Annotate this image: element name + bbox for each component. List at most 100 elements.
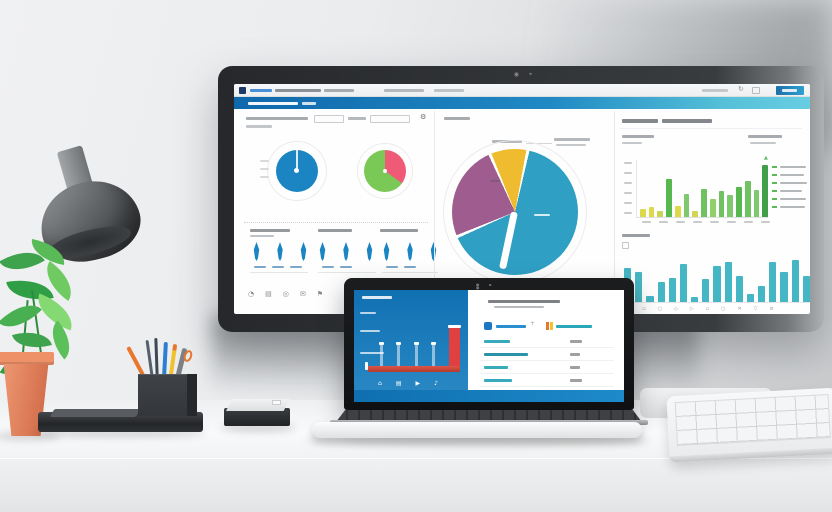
funnel-label: [254, 266, 266, 268]
header-icon[interactable]: [732, 112, 736, 116]
slice-label: [490, 180, 500, 182]
funnel-baseline: [250, 272, 308, 273]
webcam-icon: ◉ ⌖: [513, 71, 537, 78]
table-row-value: [570, 379, 582, 382]
funnel-group[interactable]: [252, 242, 308, 261]
filter-label: [348, 117, 366, 120]
bar: [640, 209, 646, 217]
laptop-keyboard-deck[interactable]: [336, 410, 642, 422]
legend-plus-icon[interactable]: +: [530, 320, 536, 327]
pen-holder-side: [187, 374, 197, 416]
icon[interactable]: ▫: [642, 306, 658, 312]
icon[interactable]: ⚑: [316, 290, 334, 298]
table-divider: [480, 360, 614, 361]
laptop-bar-chart[interactable]: [379, 325, 461, 368]
keyboard-keys[interactable]: [674, 394, 831, 447]
legend-blue-label[interactable]: [496, 325, 526, 328]
chart-footer-icons[interactable]: ✓▫○◇▷▫○✕▽≡: [626, 306, 786, 312]
icon[interactable]: ▤: [395, 380, 416, 387]
bar: [657, 210, 664, 217]
laptop-camera-dots: ● ▪ ●: [476, 282, 496, 290]
icon[interactable]: ▷: [689, 306, 706, 312]
icon[interactable]: ▤: [265, 290, 283, 298]
icon[interactable]: ≡: [769, 306, 786, 312]
icon[interactable]: ▽: [753, 306, 770, 312]
icon[interactable]: ♪: [434, 380, 452, 387]
toolbar-status-text: [702, 89, 728, 92]
funnel-drop-icon: [366, 242, 373, 261]
gear-icon[interactable]: ⚙: [420, 113, 427, 121]
funnel-drop-icon: [319, 242, 326, 261]
laptop-taskbar[interactable]: [354, 390, 624, 402]
icon[interactable]: ▫: [705, 306, 722, 312]
header-icon[interactable]: [760, 112, 764, 116]
extension-icon[interactable]: [752, 87, 760, 94]
panel-divider: [434, 111, 435, 311]
legend-text: [780, 206, 805, 208]
icon[interactable]: ✉: [299, 290, 317, 298]
bar: [657, 282, 665, 302]
bar-chart-green[interactable]: [640, 160, 769, 217]
icon[interactable]: ✕: [737, 306, 754, 312]
laptop-dock-icons[interactable]: ⌂▤▶♪: [378, 380, 452, 387]
external-keyboard[interactable]: [666, 387, 832, 463]
detail-subtitle: [494, 306, 544, 308]
x-axis-label: [710, 221, 719, 223]
dashboard-footer-icons[interactable]: ◔▤◎✉⚑: [248, 290, 334, 298]
icon[interactable]: ◔: [248, 290, 266, 298]
desk-tray-top: [49, 409, 141, 417]
panel-title: [662, 119, 712, 123]
funnel-drop-icon: [277, 242, 283, 261]
x-axis-label: [642, 221, 651, 223]
legend-text: [780, 190, 802, 192]
legend-swatch: [772, 166, 777, 168]
table-row-label[interactable]: [484, 379, 512, 382]
table-row-label[interactable]: [484, 340, 510, 343]
legend-orange-icon[interactable]: [546, 322, 549, 330]
legend-blue-icon[interactable]: [484, 322, 492, 330]
x-axis-label: [693, 221, 702, 223]
url-text[interactable]: [275, 89, 321, 92]
bar: [713, 266, 721, 302]
browser-action-button[interactable]: [776, 86, 804, 95]
header-icon[interactable]: [774, 112, 778, 116]
detail-title: [488, 300, 560, 303]
bar: [448, 325, 461, 368]
bar: [413, 341, 419, 368]
icon[interactable]: ▶: [415, 380, 435, 387]
url-text-segment[interactable]: [250, 89, 272, 92]
table-divider: [480, 347, 614, 348]
table-divider: [480, 386, 614, 387]
legend-orange-label[interactable]: [556, 325, 592, 328]
portable-drive: [224, 408, 290, 426]
legend-yellow-icon[interactable]: [550, 322, 553, 330]
bar: [679, 264, 688, 302]
axis-label: [360, 312, 376, 314]
reload-icon[interactable]: ↻: [738, 85, 744, 93]
pie-hub: [383, 169, 387, 173]
url-text[interactable]: [324, 89, 354, 92]
legend-swatch: [772, 182, 777, 184]
legend-text: [780, 174, 804, 176]
table-row-label[interactable]: [484, 366, 508, 369]
chart2-icon[interactable]: [622, 242, 629, 249]
filter-dropdown[interactable]: [314, 115, 344, 123]
bar-chart-teal[interactable]: [624, 252, 810, 302]
filter-dropdown[interactable]: [370, 115, 410, 123]
header-icon[interactable]: [746, 112, 750, 116]
icon[interactable]: ○: [721, 306, 738, 312]
icon[interactable]: ○: [657, 306, 674, 312]
icon[interactable]: ◎: [282, 290, 300, 298]
bar: [666, 179, 672, 217]
toolbar-text: [434, 89, 464, 92]
header-icons[interactable]: [722, 101, 792, 120]
table-row-label[interactable]: [484, 353, 528, 356]
y-axis-label: [624, 192, 632, 194]
funnel-group[interactable]: [318, 242, 374, 261]
axis-label: [360, 352, 384, 354]
icon[interactable]: ◇: [673, 306, 690, 312]
toolbar-text: [384, 89, 424, 92]
funnel-group[interactable]: [382, 242, 438, 261]
header-icon[interactable]: [788, 112, 792, 116]
icon[interactable]: ⌂: [378, 380, 396, 387]
